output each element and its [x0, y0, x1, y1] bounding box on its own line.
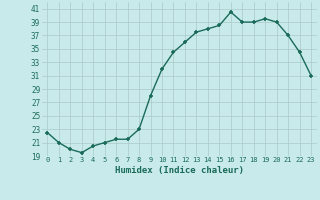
X-axis label: Humidex (Indice chaleur): Humidex (Indice chaleur) — [115, 166, 244, 175]
